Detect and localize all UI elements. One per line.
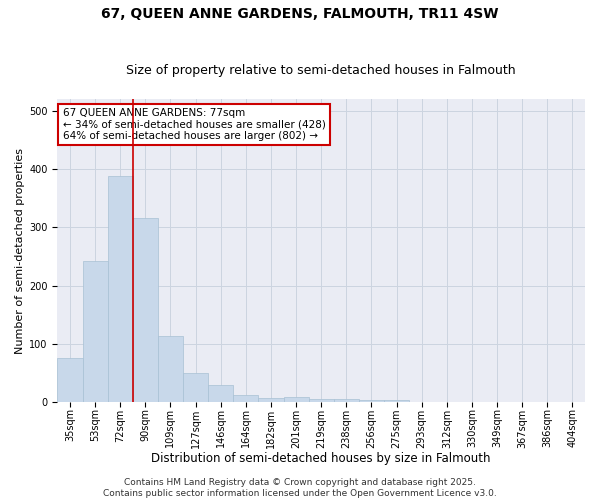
Title: Size of property relative to semi-detached houses in Falmouth: Size of property relative to semi-detach… [127, 64, 516, 77]
Text: 67, QUEEN ANNE GARDENS, FALMOUTH, TR11 4SW: 67, QUEEN ANNE GARDENS, FALMOUTH, TR11 4… [101, 8, 499, 22]
Bar [384, 400, 409, 402]
Bar [334, 399, 359, 402]
Bar [359, 400, 384, 402]
Bar [308, 398, 334, 402]
Text: 67 QUEEN ANNE GARDENS: 77sqm
← 34% of semi-detached houses are smaller (428)
64%: 67 QUEEN ANNE GARDENS: 77sqm ← 34% of se… [62, 108, 326, 142]
Bar [83, 261, 107, 402]
Y-axis label: Number of semi-detached properties: Number of semi-detached properties [15, 148, 25, 354]
Bar [208, 385, 233, 402]
Bar [233, 394, 259, 402]
Bar [259, 398, 284, 402]
Bar [133, 218, 158, 402]
Text: Contains HM Land Registry data © Crown copyright and database right 2025.
Contai: Contains HM Land Registry data © Crown c… [103, 478, 497, 498]
Bar [107, 176, 133, 402]
Bar [183, 373, 208, 402]
Bar [284, 397, 308, 402]
Bar [158, 336, 183, 402]
Bar [58, 358, 83, 402]
X-axis label: Distribution of semi-detached houses by size in Falmouth: Distribution of semi-detached houses by … [151, 452, 491, 465]
